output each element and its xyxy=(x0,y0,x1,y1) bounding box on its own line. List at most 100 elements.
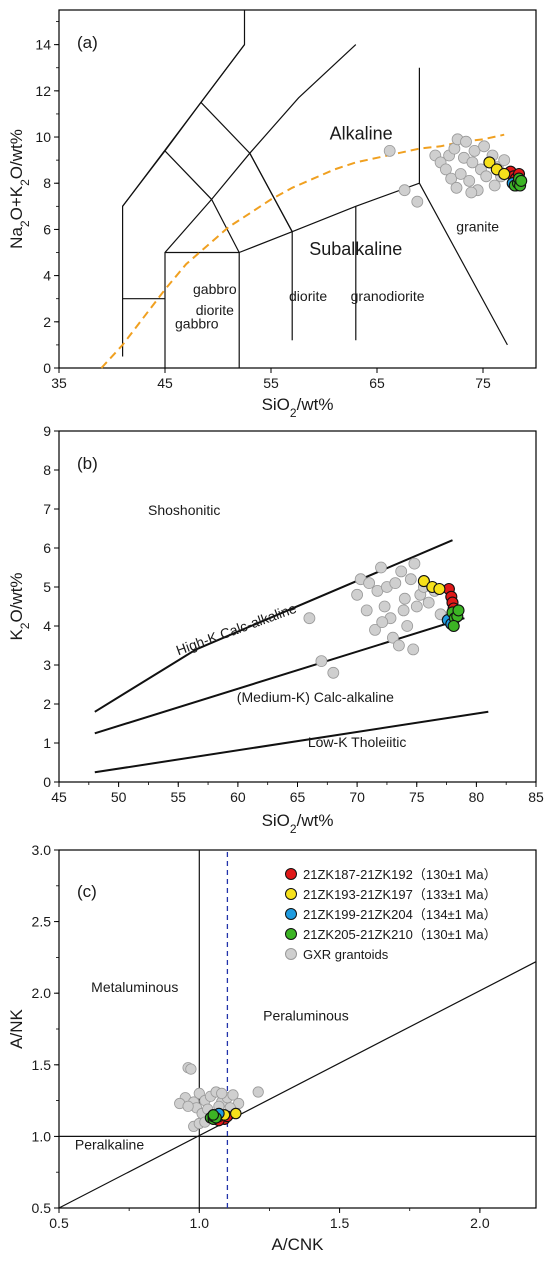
x-tick-label: 75 xyxy=(475,375,491,391)
gray-point xyxy=(216,1087,228,1100)
axis-label-subscript: 2 xyxy=(18,622,32,629)
series-boundary-line xyxy=(94,539,453,713)
x-tick-label: 45 xyxy=(157,375,173,391)
classification-line xyxy=(58,961,537,1209)
yellow-point xyxy=(498,167,511,181)
axis-label-subscript: 2 xyxy=(18,179,32,186)
x-tick-label: 55 xyxy=(170,789,186,805)
y-tick-label: 2 xyxy=(43,696,51,712)
x-tick-label: 45 xyxy=(51,789,67,805)
x-tick-label: 1.5 xyxy=(330,1215,350,1231)
axis-label-part: O/wt% xyxy=(7,129,26,179)
yellow-point xyxy=(230,1107,242,1120)
panel-label: (c) xyxy=(77,882,97,901)
gray-point xyxy=(411,195,424,208)
alkaline-subalkaline-curve xyxy=(100,133,505,369)
yellow-point xyxy=(433,582,446,596)
series-green xyxy=(446,604,465,633)
legend-marker-green xyxy=(285,928,297,940)
field-label: diorite xyxy=(289,288,327,304)
axis-label-part: /wt% xyxy=(297,395,334,414)
legend-marker-red xyxy=(285,868,297,880)
gray-point xyxy=(315,655,328,667)
tas-field-boundary xyxy=(418,67,508,346)
x-tick-label: 60 xyxy=(230,789,246,805)
y-tick-label: 0 xyxy=(43,360,51,376)
gray-point xyxy=(327,666,340,679)
y-tick-label: 1.5 xyxy=(32,1057,52,1073)
gray-point xyxy=(227,1089,239,1101)
gray-point xyxy=(182,1100,194,1112)
field-label: Peraluminous xyxy=(263,1007,349,1023)
y-tick-label: 8 xyxy=(43,462,51,478)
y-tick-label: 3.0 xyxy=(32,842,52,858)
gray-point xyxy=(422,596,435,609)
x-tick-label: 65 xyxy=(290,789,306,805)
series-yellow xyxy=(417,575,446,596)
field-label: gabbro xyxy=(193,281,237,297)
y-axis-label: A/NK xyxy=(7,1009,26,1049)
y-tick-label: 5 xyxy=(43,579,51,595)
gray-point xyxy=(378,600,391,613)
gray-point xyxy=(376,616,389,628)
legend-label: 21ZK199-21ZK204（134±1 Ma） xyxy=(303,907,497,922)
axis-label-part: SiO xyxy=(262,811,290,830)
tas-field-boundary xyxy=(122,44,245,207)
y-tick-label: 4 xyxy=(43,268,51,284)
axis-label-part: /wt% xyxy=(297,811,334,830)
tas-field-boundary xyxy=(238,182,420,368)
gray-point xyxy=(488,179,501,192)
x-tick-label: 80 xyxy=(469,789,485,805)
panel-a-tas-diagram: 35 45 55 65 75 0 2 4 6 8 10 12 14 Alkaline Subalkaline… xyxy=(7,9,537,420)
y-tick-label: 7 xyxy=(43,501,51,517)
green-point xyxy=(452,604,465,617)
series-boundary-line xyxy=(94,617,465,735)
x-tick-label: 1.0 xyxy=(190,1215,210,1231)
gray-point xyxy=(478,140,491,153)
x-axis-label: SiO2/wt% xyxy=(262,811,334,836)
series-gray xyxy=(383,133,511,208)
gray-point xyxy=(389,577,402,589)
gray-point xyxy=(408,557,421,570)
y-tick-label: 10 xyxy=(35,129,51,145)
y-tick-label: 3 xyxy=(43,657,51,673)
legend-marker-yellow xyxy=(285,888,297,900)
gray-point xyxy=(375,561,387,574)
x-tick-label: 35 xyxy=(51,375,67,391)
y-tick-label: 2 xyxy=(43,314,51,330)
field-label: High-K Calc-alkaline xyxy=(174,600,299,658)
axis-label-part: Na xyxy=(7,227,26,249)
tas-field-boundary xyxy=(200,101,293,232)
green-point xyxy=(515,174,528,187)
axis-label-part: K xyxy=(7,629,26,641)
x-tick-label: 85 xyxy=(528,789,544,805)
gray-point xyxy=(185,1063,197,1075)
gray-point xyxy=(252,1086,264,1098)
field-label: Subalkaline xyxy=(309,239,402,259)
gray-point xyxy=(398,592,411,605)
y-tick-label: 4 xyxy=(43,618,51,634)
x-tick-label: 2.0 xyxy=(470,1215,490,1231)
series-green xyxy=(508,172,528,192)
panel-c-acnk-ank-diagram: 0.5 1.0 1.5 2.0 0.5 1.0 1.5 2.0 2.5 3.0 Metalumino… xyxy=(7,842,537,1254)
legend: 21ZK187-21ZK192（130±1 Ma） 21ZK193-21ZK197… xyxy=(285,867,497,962)
y-tick-label: 12 xyxy=(35,83,51,99)
plot-frame xyxy=(58,849,537,1209)
gray-point xyxy=(480,170,493,183)
x-tick-label: 50 xyxy=(111,789,127,805)
panel-label: (b) xyxy=(77,454,98,473)
y-tick-label: 2.0 xyxy=(32,985,52,1001)
legend-label: 21ZK205-21ZK210（130±1 Ma） xyxy=(303,927,497,942)
y-tick-label: 2.5 xyxy=(32,914,52,930)
legend-label: GXR grantoids xyxy=(303,947,389,962)
panel-label: (a) xyxy=(77,33,98,52)
y-axis-label: K2O/wt% xyxy=(7,572,32,640)
tas-field-boundary xyxy=(249,152,293,232)
gray-point xyxy=(383,144,396,157)
legend-label: 21ZK187-21ZK192（130±1 Ma） xyxy=(303,867,497,882)
field-label: diorite xyxy=(196,302,234,318)
axis-label-part: O/wt% xyxy=(7,572,26,622)
y-tick-label: 6 xyxy=(43,540,51,556)
gray-point xyxy=(360,604,373,617)
